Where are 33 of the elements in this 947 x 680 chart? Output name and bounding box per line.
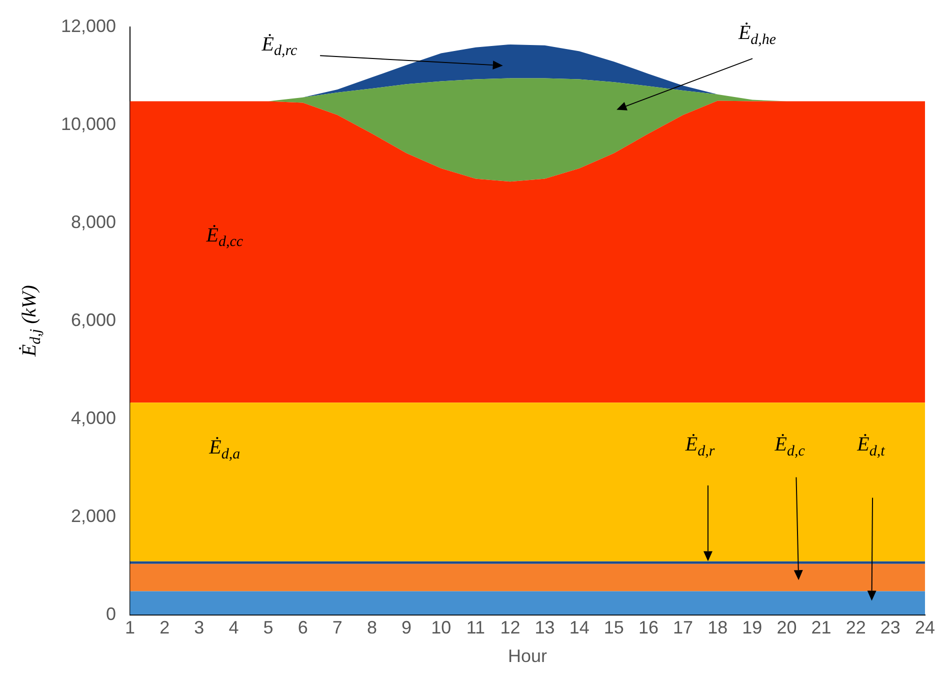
y-tick-label: 12,000 bbox=[60, 16, 116, 36]
x-tick-label: 15 bbox=[604, 618, 624, 638]
x-tick-label: 5 bbox=[263, 618, 274, 638]
x-tick-label: 14 bbox=[569, 618, 590, 638]
x-tick-label: 2 bbox=[160, 618, 170, 638]
x-tick-label: 6 bbox=[298, 618, 308, 638]
x-tick-label: 8 bbox=[366, 618, 377, 638]
x-tick-label: 24 bbox=[914, 618, 936, 638]
x-tick-label: 4 bbox=[228, 618, 239, 638]
x-tick-label: 11 bbox=[466, 618, 486, 638]
y-tick-label: 0 bbox=[106, 604, 116, 624]
x-axis-title: Hour bbox=[508, 646, 548, 666]
x-tick-label: 21 bbox=[811, 618, 832, 638]
y-tick-label: 2,000 bbox=[71, 506, 116, 526]
x-tick-label: 13 bbox=[534, 618, 555, 638]
x-tick-label: 1 bbox=[125, 618, 136, 638]
x-tick-label: 17 bbox=[673, 618, 694, 638]
x-tick-label: 7 bbox=[332, 618, 342, 638]
y-tick-label: 10,000 bbox=[60, 114, 116, 134]
y-tick-label: 6,000 bbox=[71, 310, 116, 330]
y-tick-label: 4,000 bbox=[71, 408, 116, 428]
x-tick-label: 23 bbox=[880, 618, 900, 638]
y-tick-label: 8,000 bbox=[71, 212, 116, 232]
x-tick-label: 19 bbox=[742, 618, 762, 638]
x-tick-label: 18 bbox=[708, 618, 728, 638]
x-tick-label: 3 bbox=[194, 618, 204, 638]
y-axis-title: Ėd,j (kW) bbox=[18, 284, 44, 358]
x-tick-label: 10 bbox=[431, 618, 452, 638]
x-tick-label: 9 bbox=[402, 618, 412, 638]
x-tick-label: 20 bbox=[776, 618, 797, 638]
x-tick-label: 16 bbox=[638, 618, 659, 638]
x-tick-label: 12 bbox=[500, 618, 520, 638]
x-tick-label: 22 bbox=[846, 618, 866, 638]
